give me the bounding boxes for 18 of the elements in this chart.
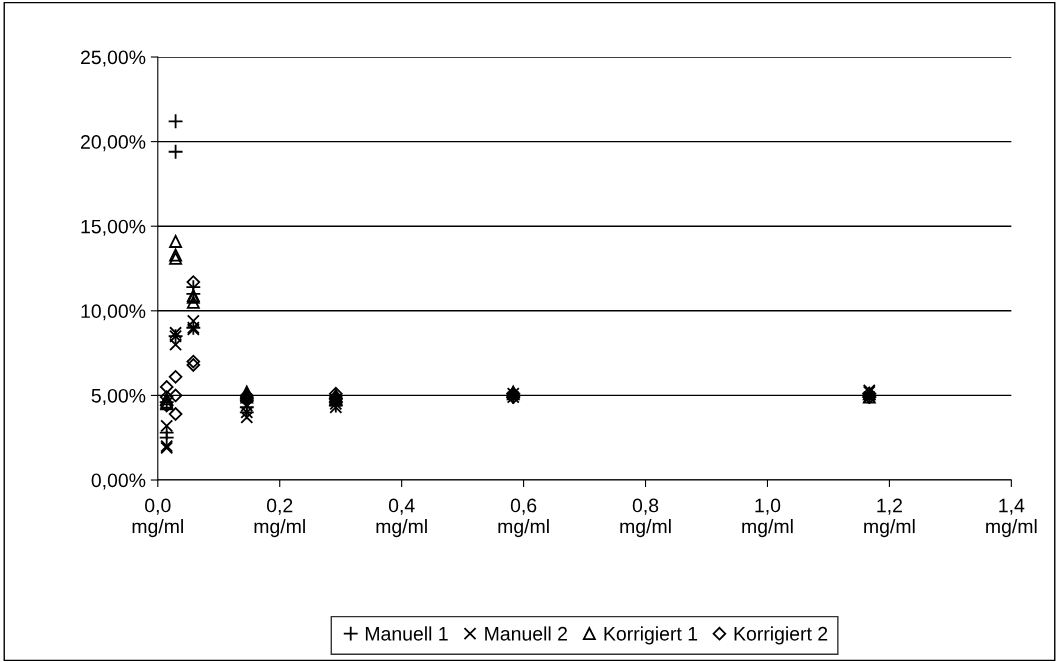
x-tick-label: 1,0 mg/ml [742,498,793,538]
y-tick-label: 20,00% [81,135,146,152]
x-tick-label: 1,2 mg/ml [864,498,915,538]
x-tick-label: 0,2 mg/ml [254,498,305,538]
legend-label: Manuell 1 [365,626,448,641]
y-tick-label: 0,00% [91,473,146,490]
x-tick-label: 0,4 mg/ml [376,498,427,538]
y-tick-label: 25,00% [81,50,146,67]
x-tick-label: 0,6 mg/ml [498,498,549,538]
legend-label: Manuell 2 [485,626,567,641]
y-tick-label: 15,00% [81,219,146,236]
x-tick-label: 1,4 mg/ml [986,498,1037,538]
y-tick-label: 5,00% [91,388,146,405]
x-tick-label: 0,8 mg/ml [620,498,671,538]
legend-label: Korrigiert 1 [604,626,698,645]
legend-label: Korrigiert 2 [734,626,828,645]
x-tick-label: 0,0 mg/ml [132,498,183,538]
y-tick-label: 10,00% [81,304,146,321]
